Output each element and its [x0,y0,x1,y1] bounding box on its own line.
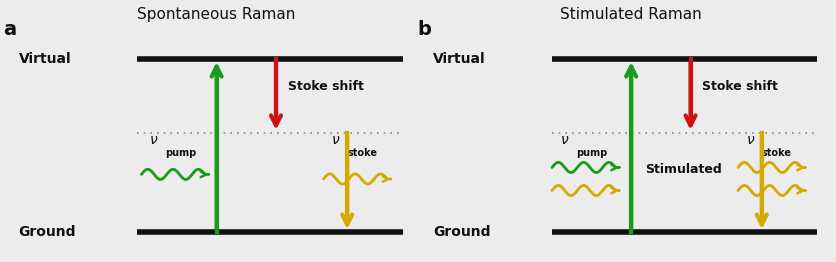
Text: b: b [417,20,431,39]
Text: pump: pump [166,148,196,158]
Text: Stoke shift: Stoke shift [702,80,778,93]
Title: Spontaneous Raman: Spontaneous Raman [137,7,296,22]
Text: Ground: Ground [18,225,76,239]
Text: Virtual: Virtual [433,52,486,66]
Title: Stimulated Raman: Stimulated Raman [560,7,702,22]
Text: a: a [3,20,16,39]
Text: stoke: stoke [762,148,792,158]
Text: Stimulated: Stimulated [645,163,721,176]
Text: Ground: Ground [433,225,491,239]
Text: $\nu$: $\nu$ [560,133,569,147]
Text: Virtual: Virtual [18,52,71,66]
Text: $\nu$: $\nu$ [331,133,341,147]
Text: $\nu$: $\nu$ [746,133,756,147]
Text: $\nu$: $\nu$ [150,133,159,147]
Text: stoke: stoke [347,148,377,158]
Text: Stoke shift: Stoke shift [288,80,364,93]
Text: pump: pump [576,148,607,158]
